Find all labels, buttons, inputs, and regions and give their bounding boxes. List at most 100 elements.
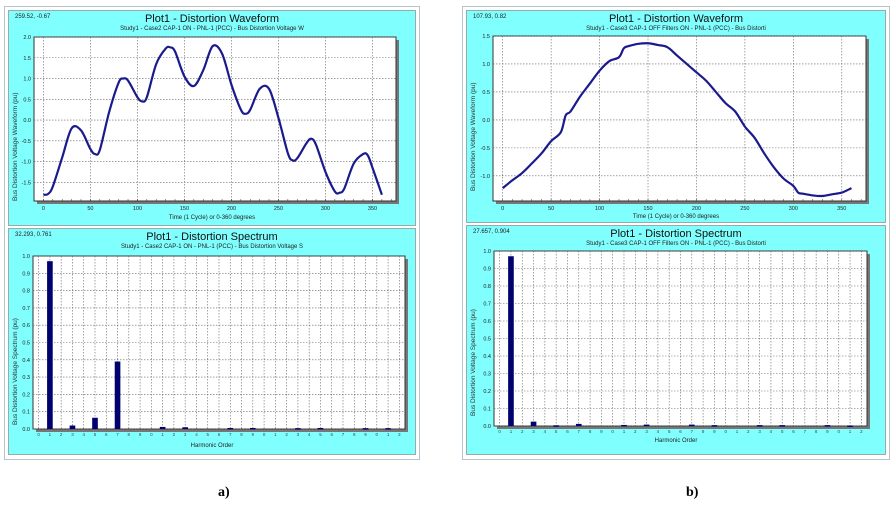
x-tick-label: 8: [353, 432, 356, 437]
y-tick-label: 0.6: [483, 319, 491, 325]
y-tick-label: 0.0: [23, 118, 31, 124]
waveform-line: [501, 42, 852, 198]
bar-harmonic-19: [250, 427, 256, 430]
y-tick-label: -1.5: [22, 180, 31, 186]
x-tick-label: 0: [837, 429, 840, 434]
cursor-readout: 107.93, 0.82: [473, 14, 507, 20]
chart-subtitle: Study1 - Case3 CAP-1 OFF Filters ON - PN…: [586, 241, 766, 247]
x-tick-label: 200: [692, 206, 701, 212]
x-tick-label: 1: [387, 432, 390, 437]
x-tick-label: 2: [521, 429, 524, 434]
bar-harmonic-5: [92, 417, 98, 429]
x-tick-label: 9: [139, 432, 142, 437]
y-tick-label: 0.4: [22, 358, 30, 364]
x-tick-label: 4: [770, 429, 773, 434]
y-tick-label: 0.9: [483, 267, 491, 273]
chart-subtitle: Study1 - Case3 CAP-1 OFF Filters ON - PN…: [586, 26, 766, 32]
panel-b-waveform: 1.5 1.0 0.5 0.0 -0.5 -1.0 0 50 100 150 200 250 300 35…: [466, 10, 886, 223]
x-tick-label: 0: [150, 432, 153, 437]
x-axis-label: Harmonic Order: [190, 443, 234, 449]
x-tick-label: 2: [173, 432, 176, 437]
x-tick-label: 9: [364, 432, 367, 437]
x-tick-label: 9: [252, 432, 255, 437]
y-tick-label: 0.8: [22, 289, 30, 295]
x-tick-label: 1: [274, 432, 277, 437]
x-tick-label: 6: [792, 429, 795, 434]
x-tick-label: 5: [94, 432, 97, 437]
chart-title: Plot1 - Distortion Waveform: [144, 13, 280, 25]
y-axis-label: Bus Distortion Voltage Waveform (pu): [470, 82, 477, 192]
x-tick-label: 7: [116, 432, 119, 437]
x-tick-label: 6: [218, 432, 221, 437]
y-tick-label: 1.5: [23, 56, 31, 62]
bar-harmonic-19: [711, 425, 718, 427]
bar-harmonic-25: [779, 425, 786, 427]
x-tick-label: 3: [758, 429, 761, 434]
y-tick-label: -1.0: [481, 174, 490, 180]
x-tick-label: 1: [623, 429, 626, 434]
x-tick-label: 4: [657, 429, 660, 434]
y-tick-label: 1.0: [482, 62, 490, 68]
bar-harmonic-29: [824, 425, 831, 427]
y-axis-label: Bus Distortion Voltage Spectrum (pu): [12, 318, 19, 425]
x-tick-label: 4: [82, 432, 85, 437]
x-tick-label: 350: [368, 206, 377, 212]
y-tick-label: 1.0: [483, 249, 491, 255]
y-tick-label: 0.5: [482, 90, 490, 96]
cursor-readout: 32.293, 0.761: [15, 232, 52, 238]
x-tick-label: 2: [398, 432, 401, 437]
x-tick-label: 8: [589, 429, 592, 434]
x-tick-label: 150: [180, 206, 189, 212]
y-tick-label: 0.2: [483, 389, 491, 395]
x-tick-label: 6: [330, 432, 333, 437]
x-tick-label: 2: [285, 432, 288, 437]
panel-a-waveform: 2.0 1.5 1.0 0.5 0.0 -0.5 -1.0 -1.5 0 50 100 150 200 2…: [8, 10, 416, 226]
x-tick-label: 7: [804, 429, 807, 434]
plot-area: [33, 36, 397, 202]
y-tick-label: 0.4: [483, 354, 491, 360]
bar-harmonic-5: [553, 425, 559, 427]
x-tick-label: 3: [297, 432, 300, 437]
x-tick-label: 50: [87, 206, 93, 212]
y-tick-label: 0.1: [483, 407, 491, 413]
y-tick-label: 0.5: [22, 341, 30, 347]
x-tick-label: 150: [643, 206, 652, 212]
x-tick-label: 5: [319, 432, 322, 437]
bar-harmonic-7: [114, 361, 121, 429]
chart-title: Plot1 - Distortion Spectrum: [610, 228, 742, 240]
bar-harmonic-1: [508, 256, 514, 426]
x-tick-label: 7: [578, 429, 581, 434]
y-tick-label: 0.0: [482, 118, 490, 124]
x-tick-label: 100: [595, 206, 604, 212]
bar-harmonic-3: [530, 421, 537, 426]
chart-a-spectrum: 1.0 0.9 0.8 0.7 0.6 0.5 0.4 0.3 0.2 0.1 0.0 0 1 2 3 4 5 6…: [22, 254, 408, 437]
x-axis-label: Time (1 Cycle) or 0-360 degrees: [168, 215, 256, 221]
x-tick-label: 8: [240, 432, 243, 437]
bar-harmonic-31: [847, 425, 853, 427]
plot-area: [492, 35, 867, 202]
y-tick-label: 0.0: [483, 424, 491, 430]
chart-title: Plot1 - Distortion Waveform: [608, 13, 744, 25]
x-tick-label: 1: [736, 429, 739, 434]
caption-a: a): [218, 485, 230, 500]
caption-b: b): [686, 485, 699, 500]
bar-harmonic-1: [47, 261, 53, 429]
x-tick-label: 4: [195, 432, 198, 437]
x-tick-label: 3: [71, 432, 74, 437]
x-tick-label: 1: [161, 432, 164, 437]
bar-harmonic-11: [159, 426, 166, 429]
bar-harmonic-17: [688, 424, 695, 427]
x-tick-label: 5: [668, 429, 671, 434]
x-tick-label: 7: [229, 432, 232, 437]
y-tick-label: 1.5: [482, 34, 490, 40]
x-tick-label: 2: [860, 429, 863, 434]
y-tick-label: 0.3: [483, 372, 491, 378]
y-tick-label: 0.2: [22, 392, 30, 398]
x-tick-label: 3: [645, 429, 648, 434]
y-tick-label: 0.5: [483, 337, 491, 343]
y-tick-label: 0.8: [483, 284, 491, 290]
x-tick-label: 5: [555, 429, 558, 434]
bar-harmonic-25: [317, 427, 324, 430]
x-tick-label: 7: [342, 432, 345, 437]
y-tick-label: -0.5: [481, 146, 490, 152]
